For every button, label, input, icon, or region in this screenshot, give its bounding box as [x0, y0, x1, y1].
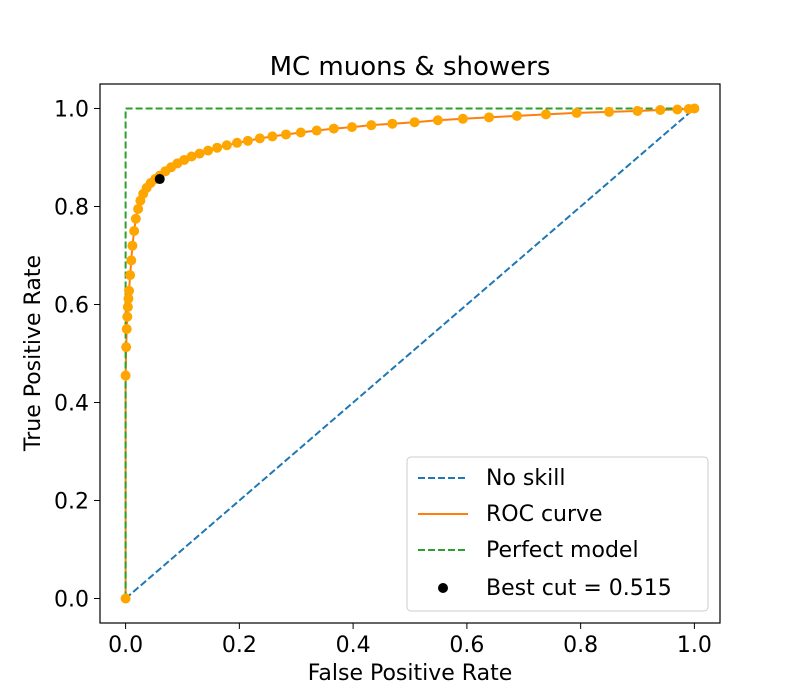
roc-point [571, 107, 582, 118]
y-axis: 0.0 0.2 0.4 0.6 0.8 1.0 [54, 98, 100, 613]
roc-point [232, 137, 243, 148]
roc-point [221, 140, 232, 151]
roc-point [632, 105, 643, 116]
roc-point [130, 213, 141, 224]
roc-point [127, 240, 138, 251]
roc-point [242, 135, 253, 146]
plot-frame [99, 83, 721, 624]
x-axis: 0.0 0.2 0.4 0.6 0.8 1.0 [108, 623, 712, 658]
perfect-model-line [124, 107, 695, 599]
roc-point [186, 151, 197, 162]
roc-point [366, 120, 377, 131]
roc-point [281, 129, 291, 140]
roc-point [123, 293, 134, 304]
chart-title: MC muons & showers [270, 52, 551, 82]
roc-point [129, 226, 140, 236]
y-tick-label: 0.0 [54, 588, 89, 613]
roc-point [124, 285, 135, 296]
roc-point [457, 113, 468, 124]
roc-point [328, 123, 339, 134]
x-tick-label: 1.0 [677, 633, 712, 658]
roc-point [295, 127, 306, 138]
y-axis-label: True Positive Rate [21, 255, 46, 452]
legend-label-no-skill: No skill [486, 466, 565, 491]
roc-point [604, 106, 615, 117]
roc-point [126, 255, 137, 266]
y-tick-label: 0.6 [54, 294, 89, 319]
x-tick-label: 0.2 [222, 633, 257, 658]
legend-box [406, 456, 709, 612]
legend-label-roc-curve: ROC curve [486, 502, 603, 527]
roc-point [387, 118, 398, 129]
roc-point [194, 148, 205, 159]
roc-point [346, 122, 357, 133]
plot-area [99, 83, 721, 624]
legend-label-best-cut: Best cut = 0.515 [486, 576, 672, 601]
x-tick-label: 0.4 [336, 633, 371, 658]
y-tick-label: 0.8 [54, 196, 89, 221]
marker-layer [120, 103, 700, 604]
no-skill-line [124, 107, 696, 600]
best-cut-point [154, 174, 165, 185]
roc-point [133, 203, 144, 214]
y-tick-label: 0.2 [54, 490, 89, 515]
roc-point [511, 110, 522, 121]
legend-swatch-best-cut [438, 583, 448, 593]
roc-point [120, 370, 131, 381]
roc-point [121, 342, 132, 353]
roc-point [311, 125, 322, 136]
roc-point [432, 115, 443, 126]
x-tick-label: 0.6 [449, 633, 484, 658]
roc-point [484, 112, 495, 123]
roc-point [689, 103, 700, 114]
roc-point [121, 324, 132, 334]
roc-point [125, 270, 136, 281]
roc-point [212, 142, 223, 153]
roc-point [540, 109, 551, 120]
roc-point [655, 104, 666, 115]
x-axis-label: False Positive Rate [308, 661, 512, 686]
y-tick-label: 1.0 [54, 98, 89, 123]
roc-point [203, 145, 214, 156]
roc-point [672, 104, 683, 115]
roc-point [122, 311, 133, 322]
legend: No skill ROC curve Perfect model Best cu… [406, 456, 709, 612]
y-tick-label: 0.4 [54, 392, 89, 417]
roc-point [122, 301, 133, 312]
roc-point [409, 117, 420, 128]
roc-point [254, 133, 265, 144]
x-tick-label: 0.0 [108, 633, 143, 658]
roc-point [120, 593, 131, 604]
x-tick-label: 0.8 [563, 633, 598, 658]
legend-label-perfect-model: Perfect model [486, 538, 639, 563]
roc-point [267, 131, 278, 142]
